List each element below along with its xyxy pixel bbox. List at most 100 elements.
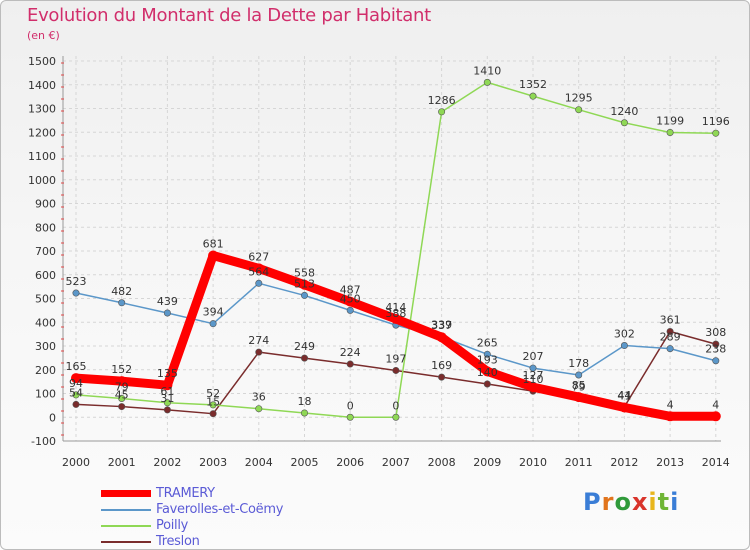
data-label-faverolles: 339 [431, 319, 452, 332]
data-label-treslon: 15 [206, 396, 220, 409]
data-point-treslon [72, 400, 80, 408]
data-point-poilly [620, 119, 628, 127]
data-label-tramery: 558 [294, 267, 315, 280]
y-tick-label: 500 [35, 293, 56, 306]
data-point-tramery [619, 402, 630, 413]
data-label-treslon: 169 [431, 359, 452, 372]
data-label-tramery: 681 [203, 238, 224, 251]
data-label-poilly: 1410 [473, 64, 501, 77]
y-tick-label: 800 [35, 221, 56, 234]
logo-letter: x [631, 488, 649, 516]
legend-swatch-treslon [101, 541, 151, 543]
data-point-tramery [71, 373, 81, 384]
data-label-faverolles: 482 [111, 285, 132, 298]
x-tick-label: 2009 [473, 456, 501, 469]
data-label-faverolles: 523 [66, 275, 87, 288]
data-point-poilly [438, 108, 446, 116]
y-tick-label: 700 [35, 245, 56, 258]
data-label-tramery: 627 [248, 250, 269, 263]
data-label-tramery: 165 [66, 360, 87, 373]
data-label-tramery: 487 [340, 284, 361, 297]
data-point-treslon [392, 366, 400, 374]
data-label-poilly: 1352 [519, 78, 547, 91]
data-point-treslon [209, 410, 217, 418]
x-tick-label: 2002 [153, 456, 181, 469]
data-label-treslon: 274 [248, 334, 269, 347]
data-point-tramery [436, 332, 447, 343]
data-point-poilly [72, 391, 80, 399]
y-tick-label: 1400 [28, 79, 56, 92]
data-label-poilly: 18 [298, 395, 312, 408]
data-point-faverolles [118, 299, 126, 307]
data-label-tramery: 41 [617, 390, 631, 403]
data-point-faverolles [255, 279, 263, 287]
data-label-treslon: 140 [477, 366, 498, 379]
data-label-tramery: 4 [667, 398, 674, 411]
data-point-treslon [118, 403, 126, 411]
data-label-faverolles: 450 [340, 292, 361, 305]
x-tick-label: 2003 [199, 456, 227, 469]
x-tick-label: 2004 [245, 456, 273, 469]
data-label-poilly: 61 [160, 385, 174, 398]
data-point-faverolles [300, 291, 308, 299]
data-point-faverolles [529, 364, 537, 372]
data-label-faverolles: 394 [203, 306, 224, 319]
x-tick-label: 2006 [336, 456, 364, 469]
data-label-treslon: 361 [660, 314, 681, 327]
data-label-poilly: 52 [206, 387, 220, 400]
data-point-tramery [345, 296, 356, 307]
data-point-poilly [346, 413, 354, 421]
y-tick-label: 600 [35, 269, 56, 282]
data-point-treslon [300, 354, 308, 362]
data-label-poilly: 1196 [702, 115, 730, 128]
data-label-faverolles: 178 [568, 357, 589, 370]
data-label-faverolles: 564 [248, 265, 269, 278]
data-point-tramery [299, 279, 310, 290]
data-label-treslon: 44 [617, 389, 631, 402]
data-label-faverolles: 289 [660, 331, 681, 344]
data-label-faverolles: 238 [705, 343, 726, 356]
logo-letter: r [601, 488, 615, 516]
logo-letter: t [657, 488, 671, 516]
data-point-faverolles [209, 320, 217, 328]
x-tick-label: 2010 [519, 456, 547, 469]
data-label-tramery: 152 [111, 363, 132, 376]
legend-label-tramery: TRAMERY [156, 486, 215, 501]
logo-letter: o [614, 488, 632, 516]
data-label-faverolles: 513 [294, 277, 315, 290]
data-point-treslon [666, 328, 674, 336]
data-label-poilly: 1199 [656, 114, 684, 127]
data-label-tramery: 193 [477, 353, 498, 366]
data-label-treslon: 31 [160, 392, 174, 405]
data-point-poilly [712, 129, 720, 137]
data-point-faverolles [712, 357, 720, 365]
data-point-tramery [162, 380, 173, 391]
data-label-tramery: 337 [431, 319, 452, 332]
data-label-poilly: 0 [347, 399, 354, 412]
x-tick-label: 2000 [62, 456, 90, 469]
data-point-poilly [163, 399, 171, 407]
y-tick-label: 1500 [28, 55, 56, 68]
x-tick-label: 2014 [702, 456, 730, 469]
data-point-tramery [665, 411, 676, 422]
data-point-faverolles [163, 309, 171, 317]
proxiti-logo: Proxiti [583, 488, 679, 516]
data-label-poilly: 36 [252, 391, 266, 404]
legend-label-poilly: Poilly [156, 518, 189, 533]
data-point-poilly [483, 78, 491, 86]
data-point-faverolles [666, 345, 674, 353]
x-tick-label: 2007 [382, 456, 410, 469]
data-point-treslon [483, 380, 491, 388]
data-point-treslon [163, 406, 171, 414]
y-tick-label: 1000 [28, 174, 56, 187]
data-point-faverolles [620, 342, 628, 350]
data-point-tramery [116, 376, 127, 387]
chart-subtitle: (en €) [27, 29, 60, 42]
data-label-poilly: 0 [392, 399, 399, 412]
data-label-faverolles: 265 [477, 336, 498, 349]
data-label-faverolles: 302 [614, 328, 635, 341]
legend-label-faverolles: Faverolles-et-Coëmy [156, 502, 284, 517]
y-tick-label: 0 [49, 411, 56, 424]
data-label-treslon: 308 [705, 326, 726, 339]
